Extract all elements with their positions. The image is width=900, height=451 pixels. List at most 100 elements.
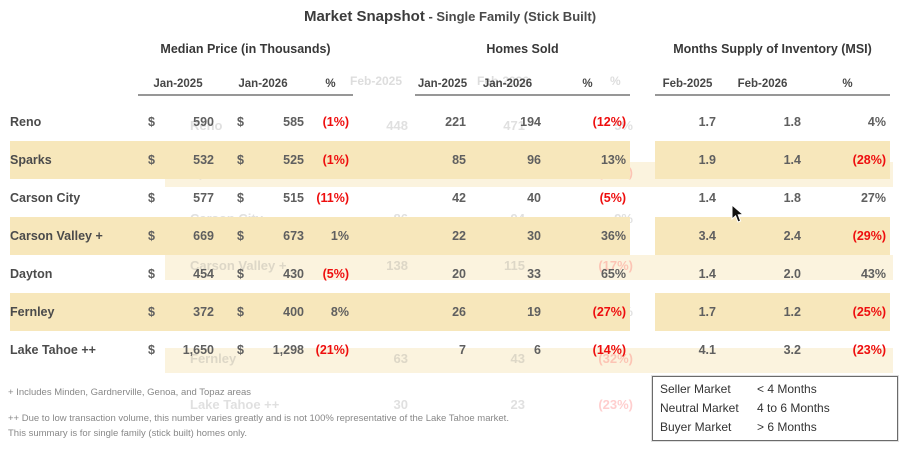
homes-2025-value: 221: [445, 115, 466, 129]
legend-row-buyer: Buyer Market > 6 Months: [660, 418, 890, 437]
msi-2026-value: 1.2: [783, 305, 801, 319]
col-header-homes-jan2026: Jan-2026: [470, 78, 545, 96]
row-label: Dayton: [10, 267, 53, 281]
page-title-main: Market Snapshot: [303, 8, 425, 25]
legend-range: > 6 Months: [757, 420, 817, 434]
price-2026-value: 673: [283, 229, 304, 243]
msi-2025-value: 4.1: [698, 343, 716, 357]
dollar-sign: $: [237, 343, 244, 357]
table-row-carson-city: Carson City $ 577 $ 515 (11%) 42 40 (5%)…: [10, 179, 890, 217]
dollar-sign: $: [148, 305, 155, 319]
dollar-sign: $: [237, 153, 244, 167]
col-header-homes-pct: %: [545, 78, 630, 96]
dollar-sign: $: [148, 343, 155, 357]
legend-label: Seller Market: [660, 382, 731, 396]
homes-2026-value: 6: [534, 343, 541, 357]
homes-2026-value: 19: [527, 305, 541, 319]
msi-change-pct: 43%: [860, 267, 886, 281]
homes-2026-value: 96: [527, 153, 541, 167]
market-legend-box: Seller Market < 4 Months Neutral Market 4 …: [652, 376, 898, 441]
row-label: Lake Tahoe ++: [10, 343, 96, 357]
msi-2026-value: 2.4: [783, 229, 801, 243]
homes-change-pct: 13%: [600, 153, 626, 167]
price-change-pct: (21%): [315, 343, 349, 357]
ghost-percent: (23%): [598, 397, 633, 412]
homes-change-pct: (12%): [592, 115, 626, 129]
msi-2025-value: 1.9: [698, 153, 716, 167]
price-2025-value: 669: [193, 229, 214, 243]
dollar-sign: $: [237, 115, 244, 129]
price-2026-value: 1,298: [272, 343, 304, 357]
price-2025-value: 532: [193, 153, 214, 167]
homes-change-pct: (5%): [599, 191, 626, 205]
col-header-price-pct: %: [308, 78, 353, 96]
col-header-homes-jan2025: Jan-2025: [415, 78, 470, 96]
msi-change-pct: (29%): [852, 229, 886, 243]
dollar-sign: $: [237, 267, 244, 281]
homes-change-pct: (14%): [592, 343, 626, 357]
homes-2026-value: 40: [527, 191, 541, 205]
dollar-sign: $: [148, 229, 155, 243]
col-header-price-jan2025: Jan-2025: [138, 78, 218, 96]
msi-change-pct: (28%): [852, 153, 886, 167]
msi-change-pct: (23%): [852, 343, 886, 357]
dollar-sign: $: [237, 229, 244, 243]
homes-2025-value: 7: [459, 343, 466, 357]
mouse-cursor-icon: [731, 204, 745, 223]
homes-change-pct: (27%): [592, 305, 626, 319]
price-2026-value: 400: [283, 305, 304, 319]
msi-2026-value: 3.2: [783, 343, 801, 357]
ghost-row-label: Lake Tahoe ++: [190, 397, 280, 412]
price-change-pct: 8%: [330, 305, 349, 319]
market-table: Reno $ 590 $ 585 (1%) 221 194 (12%) 1.7 …: [10, 103, 890, 369]
msi-2026-value: 1.8: [783, 191, 801, 205]
row-label: Carson Valley +: [10, 229, 103, 243]
price-2025-value: 454: [193, 267, 214, 281]
price-change-pct: (1%): [322, 115, 349, 129]
msi-change-pct: 27%: [860, 191, 886, 205]
col-header-msi-pct: %: [805, 78, 890, 96]
footnote-includes-areas: + Includes Minden, Gardnerville, Genoa, …: [8, 387, 252, 398]
homes-2025-value: 42: [452, 191, 466, 205]
column-header-row: Jan-2025 Jan-2026 % Jan-2025 Jan-2026 % …: [10, 68, 890, 96]
col-header-price-jan2026: Jan-2026: [218, 78, 308, 96]
row-label: Sparks: [10, 153, 52, 167]
price-2025-value: 1,650: [182, 343, 214, 357]
table-row-carson-valley: Carson Valley + $ 669 $ 673 1% 22 30 36%…: [10, 217, 890, 255]
msi-2025-value: 1.4: [698, 191, 716, 205]
price-change-pct: 1%: [330, 229, 349, 243]
msi-2026-value: 2.0: [783, 267, 801, 281]
ghost-value: 23: [510, 397, 525, 412]
price-2025-value: 372: [193, 305, 214, 319]
section-header-homes-sold: Homes Sold: [486, 42, 559, 56]
price-change-pct: (1%): [322, 153, 349, 167]
homes-2025-value: 22: [452, 229, 466, 243]
page-title-suffix: - Single Family (Stick Built): [424, 9, 597, 24]
legend-range: < 4 Months: [757, 382, 817, 396]
homes-2025-value: 20: [452, 267, 466, 281]
msi-change-pct: 4%: [867, 115, 886, 129]
footnote-low-volume: ++ Due to low transaction volume, this n…: [8, 413, 509, 424]
legend-row-neutral: Neutral Market 4 to 6 Months: [660, 399, 890, 418]
section-header-median-price: Median Price (in Thousands): [160, 42, 331, 56]
table-row-sparks: Sparks $ 532 $ 525 (1%) 85 96 13% 1.9 1.…: [10, 141, 890, 179]
homes-2026-value: 30: [527, 229, 541, 243]
table-row-lake-tahoe: Lake Tahoe ++ $ 1,650 $ 1,298 (21%) 7 6 …: [10, 331, 890, 369]
msi-2025-value: 1.4: [698, 267, 716, 281]
ghost-value: 30: [393, 397, 408, 412]
row-label: Reno: [10, 115, 42, 129]
col-header-msi-feb2025: Feb-2025: [655, 78, 720, 96]
price-2026-value: 430: [283, 267, 304, 281]
table-row-reno: Reno $ 590 $ 585 (1%) 221 194 (12%) 1.7 …: [10, 103, 890, 141]
price-2025-value: 577: [193, 191, 214, 205]
homes-2025-value: 85: [452, 153, 466, 167]
homes-2025-value: 26: [452, 305, 466, 319]
table-row-dayton: Dayton $ 454 $ 430 (5%) 20 33 65% 1.4 2.…: [10, 255, 890, 293]
dollar-sign: $: [237, 305, 244, 319]
page-title: Market Snapshot - Single Family (Stick B…: [0, 8, 900, 26]
section-header-msi: Months Supply of Inventory (MSI): [673, 42, 872, 56]
msi-2026-value: 1.8: [783, 115, 801, 129]
dollar-sign: $: [148, 153, 155, 167]
price-2026-value: 585: [283, 115, 304, 129]
